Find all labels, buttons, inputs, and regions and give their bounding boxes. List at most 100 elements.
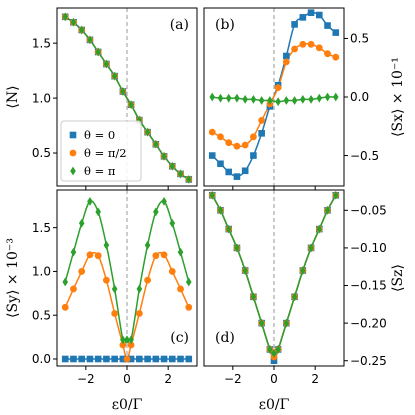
data-point-0-5	[103, 355, 110, 363]
data-point-2-3	[87, 196, 93, 206]
legend: θ = 0 θ = π/2 θ = π	[60, 120, 142, 182]
panel-c: −2 0 2 0.0 0.5 1.0 1.5 ⟨Sy⟩ × 10⁻³ ε0/Γ (c)	[5, 189, 198, 413]
x-axis-label: ε0/Γ	[259, 397, 290, 413]
data-point-0-11	[299, 14, 307, 21]
data-point-1-15	[177, 285, 184, 293]
series-line-2	[212, 96, 336, 103]
data-point-2-10	[283, 318, 290, 328]
data-point-2-7	[120, 87, 126, 96]
data-point-1-13	[315, 44, 323, 52]
y-tick-label: −0.5	[350, 149, 379, 163]
data-point-2-9	[128, 335, 134, 345]
data-point-2-5	[250, 292, 257, 302]
panel-a: 0.5 1.0 1.5 ⟨N⟩ (a)	[5, 7, 198, 190]
data-point-2-10	[144, 127, 151, 137]
data-point-2-13	[161, 196, 167, 206]
y-tick-label: −0.05	[350, 204, 387, 218]
y-tick-label: 1.5	[32, 221, 51, 235]
data-point-0-12	[152, 355, 160, 363]
data-point-0-10	[136, 355, 143, 363]
x-tick-label: 0	[270, 372, 278, 386]
data-point-0-2	[225, 168, 233, 176]
data-point-2-12	[308, 94, 314, 104]
data-point-1-10	[135, 310, 143, 317]
data-point-0-7	[119, 355, 127, 363]
data-point-0-9	[283, 52, 290, 60]
data-point-2-14	[177, 169, 184, 179]
panel-letter: (d)	[215, 330, 235, 346]
data-point-2-5	[103, 59, 110, 69]
data-point-2-0	[62, 277, 69, 287]
x-axis-label: ε0/Γ	[112, 397, 143, 413]
plot-area	[208, 9, 340, 180]
data-point-2-4	[242, 266, 248, 275]
data-point-1-7	[119, 341, 127, 349]
data-point-2-3	[87, 35, 93, 45]
data-point-0-16	[185, 355, 193, 363]
data-point-2-9	[275, 345, 281, 354]
data-point-2-6	[111, 71, 118, 81]
data-point-0-10	[291, 21, 298, 28]
data-point-1-3	[86, 251, 94, 259]
data-point-0-6	[258, 130, 265, 137]
y-axis-label: ⟨Sy⟩ × 10⁻³	[5, 238, 21, 318]
series-line-1	[211, 43, 337, 148]
data-point-2-15	[185, 175, 192, 184]
data-point-2-4	[242, 94, 248, 104]
data-point-2-0	[209, 92, 216, 102]
x-tick-label: −2	[224, 372, 242, 386]
data-point-2-1	[217, 205, 224, 215]
y-tick-label: −0.25	[350, 354, 387, 368]
plot-area	[61, 196, 193, 363]
data-point-2-8	[271, 348, 277, 358]
data-point-1-8	[274, 84, 282, 92]
y-tick-label: 0.5	[350, 32, 369, 46]
legend-marker-2	[70, 166, 76, 176]
x-tick-label: 0	[123, 372, 131, 386]
data-point-2-2	[225, 224, 232, 234]
data-point-2-2	[225, 93, 232, 103]
data-point-0-2	[78, 355, 86, 363]
data-point-1-1	[70, 285, 77, 293]
data-point-2-3	[234, 243, 240, 253]
data-point-2-12	[153, 207, 159, 217]
data-point-2-7	[267, 96, 273, 105]
data-point-2-12	[300, 266, 306, 275]
y-tick-label: 0.0	[350, 90, 369, 104]
data-point-1-12	[307, 40, 315, 48]
data-point-1-4	[241, 141, 249, 149]
legend-box	[60, 120, 142, 182]
legend-label-1: θ = π/2	[84, 146, 127, 160]
y-tick-label: −0.20	[350, 316, 387, 330]
panel-d: −2 0 2 −0.25 −0.20 −0.15 −0.10 −0.05 ⟨Sz⟩ ε0/Γ (d)	[203, 189, 406, 413]
data-point-0-13	[315, 11, 323, 19]
data-point-0-12	[307, 9, 315, 16]
data-point-2-11	[291, 292, 298, 302]
data-point-1-14	[168, 268, 176, 275]
data-point-2-6	[258, 96, 265, 105]
legend-marker-0	[69, 131, 77, 139]
data-point-2-8	[124, 335, 130, 345]
data-point-2-11	[300, 94, 306, 104]
data-point-0-5	[250, 152, 257, 159]
legend-label-0: θ = 0	[84, 128, 115, 142]
data-point-0-13	[160, 355, 168, 363]
y-tick-label: 1.0	[32, 91, 51, 105]
data-point-1-11	[144, 276, 151, 284]
data-point-0-15	[332, 29, 340, 36]
data-point-2-10	[136, 284, 143, 294]
data-point-1-4	[94, 252, 102, 260]
y-tick-label: 0.5	[32, 146, 51, 160]
data-point-2-0	[209, 190, 216, 200]
series-line-2	[64, 16, 190, 181]
data-point-1-9	[127, 341, 135, 349]
data-point-1-5	[250, 133, 257, 141]
data-point-1-2	[78, 268, 86, 275]
y-axis-label: ⟨N⟩	[5, 85, 21, 108]
y-axis-label: ⟨Sx⟩ × 10⁻¹	[390, 57, 406, 137]
data-point-0-6	[111, 355, 118, 363]
data-point-0-14	[168, 355, 176, 363]
data-point-2-15	[177, 247, 184, 257]
data-point-2-15	[324, 205, 331, 215]
data-point-2-13	[169, 161, 176, 171]
